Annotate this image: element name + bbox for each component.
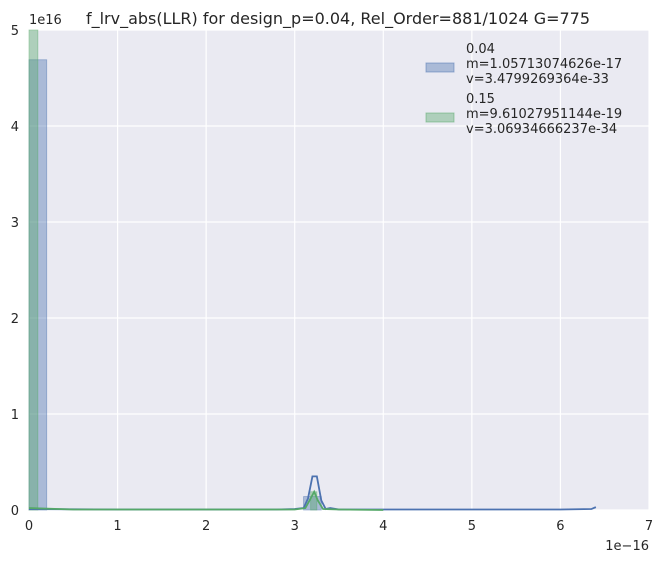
kde-line <box>28 489 384 511</box>
x-tick-label: 2 <box>202 519 210 534</box>
histogram-bar <box>28 29 39 511</box>
grid <box>28 29 650 511</box>
y-offset-label: 1e16 <box>29 13 62 28</box>
x-tick-label: 3 <box>291 519 299 534</box>
kde-lines <box>28 475 597 511</box>
y-tick-label: 1 <box>11 408 19 423</box>
y-tick-label: 3 <box>11 216 19 231</box>
y-tick-label: 2 <box>11 312 19 327</box>
legend: 0.04 m=1.05713074626e-17 v=3.4799269364e… <box>425 42 622 137</box>
y-tick-label: 0 <box>11 504 19 519</box>
x-tick-label: 4 <box>379 519 387 534</box>
legend-swatch <box>425 112 455 123</box>
chart-title: f_lrv_abs(LLR) for design_p=0.04, Rel_Or… <box>86 9 590 29</box>
x-tick-label: 7 <box>645 519 653 534</box>
x-tick-label: 5 <box>468 519 476 534</box>
x-offset-label: 1e−16 <box>605 539 649 554</box>
legend-label: v=3.4799269364e-33 <box>466 72 609 87</box>
legend-label: 0.04 <box>466 42 495 57</box>
legend-label: m=1.05713074626e-17 <box>466 57 622 72</box>
legend-label: 0.15 <box>466 92 495 107</box>
legend-label: v=3.06934666237e-34 <box>466 122 617 137</box>
x-tick-label: 6 <box>556 519 564 534</box>
x-tick-label: 1 <box>113 519 121 534</box>
plot-background <box>29 30 649 510</box>
y-tick-label: 4 <box>11 120 19 135</box>
x-tick-labels: 0 1 2 3 4 5 6 7 <box>25 519 653 534</box>
x-tick-label: 0 <box>25 519 33 534</box>
y-tick-labels: 0 1 2 3 4 5 <box>11 24 19 519</box>
y-tick-label: 5 <box>11 24 19 39</box>
legend-label: m=9.61027951144e-19 <box>466 107 622 122</box>
legend-swatch <box>425 62 455 73</box>
